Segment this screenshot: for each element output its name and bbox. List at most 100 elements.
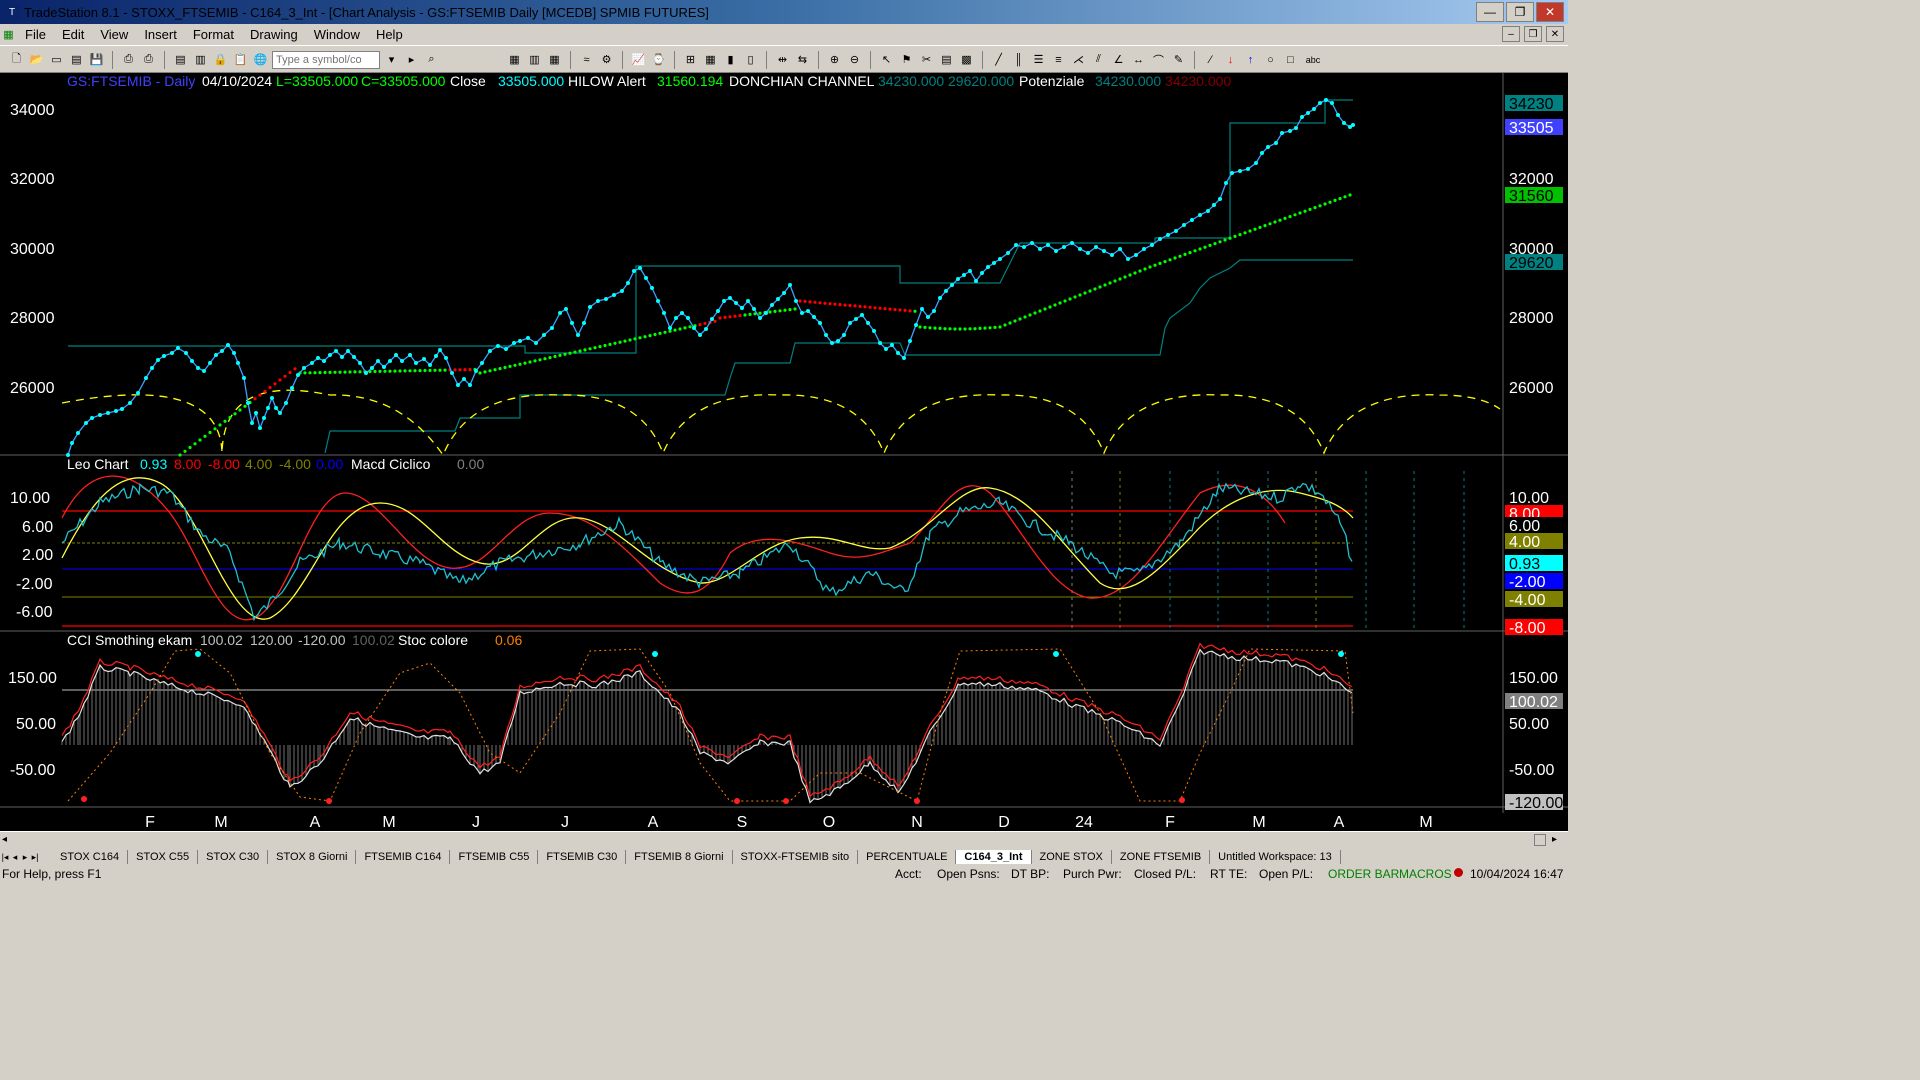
zoom-out-icon[interactable]: ⊖ — [849, 54, 860, 66]
price-point — [422, 357, 426, 361]
lock-icon[interactable]: 🔒 — [213, 54, 228, 66]
status-order-bar[interactable]: ORDER BAR — [1328, 867, 1400, 881]
ellipse-icon[interactable]: ○ — [1267, 53, 1274, 66]
cci-badge: -50.00 — [1505, 761, 1563, 779]
workspace-icon[interactable]: ▤ — [71, 54, 82, 66]
tab-next-icon[interactable]: ▸ — [22, 851, 28, 862]
tab-percentuale[interactable]: PERCENTUALE — [858, 850, 957, 864]
arrow-lines-icon[interactable]: ↔ — [1133, 53, 1144, 66]
arrow-up-icon[interactable]: ↑ — [1247, 53, 1254, 66]
minimize-button[interactable]: — — [1476, 2, 1504, 22]
chart-canvas[interactable]: GS:FTSEMIB - Daily 04/10/2024 L=33505.00… — [0, 73, 1568, 831]
symbol-input[interactable] — [272, 50, 380, 69]
optionstation-icon[interactable]: ▯ — [747, 54, 754, 66]
tab-ftsemib-c55[interactable]: FTSEMIB C55 — [450, 850, 539, 864]
tab-stox-c164[interactable]: STOX C164 — [52, 850, 129, 864]
tab-stox-c55[interactable]: STOX C55 — [128, 850, 199, 864]
save-icon[interactable]: 💾 — [89, 54, 104, 66]
zoom-in-icon[interactable]: ⊕ — [829, 54, 840, 66]
menu-insert[interactable]: Insert — [144, 27, 177, 42]
bar-spacing-icon[interactable]: ⇹ — [777, 54, 788, 66]
tab-last-icon[interactable]: ▸| — [31, 851, 39, 862]
menu-file[interactable]: File — [25, 27, 46, 42]
chart-area[interactable]: GS:FTSEMIB - Daily 04/10/2024 L=33505.00… — [0, 73, 1568, 831]
menu-help[interactable]: Help — [375, 27, 403, 42]
horizontal-scrollbar[interactable]: ◂ ▸ — [0, 831, 1568, 849]
chart-window-icon[interactable]: ▦ — [3, 29, 14, 41]
pencil-icon[interactable]: ✎ — [1173, 54, 1184, 66]
tab-zone-stox[interactable]: ZONE STOX — [1032, 850, 1112, 864]
symbol-lookup-icon[interactable]: ⌕ — [428, 53, 435, 65]
arc-icon[interactable]: ⌒ — [1153, 54, 1164, 67]
channel-icon[interactable]: ⫽ — [1096, 53, 1101, 65]
tab-ftsemib-8-giorni[interactable]: FTSEMIB 8 Giorni — [626, 850, 733, 864]
menu-drawing[interactable]: Drawing — [250, 27, 298, 42]
open-folder-icon[interactable]: 📂 — [29, 54, 44, 66]
vertical-lines-icon[interactable]: ║ — [1014, 53, 1023, 66]
tools-icon[interactable]: ✂ — [921, 54, 932, 66]
chart-analysis-icon[interactable]: 📈 — [631, 54, 646, 66]
tab-zone-ftsemib[interactable]: ZONE FTSEMIB — [1112, 850, 1211, 864]
scroll-left-arrow-icon[interactable]: ◂ — [2, 834, 8, 845]
format-icon[interactable]: ▤ — [175, 54, 186, 66]
scroll-thumb[interactable] — [1534, 834, 1546, 846]
text-tool-icon[interactable]: abc — [1305, 54, 1321, 65]
format-window-icon[interactable]: ▥ — [195, 54, 206, 66]
tab-stox-8-giorni[interactable]: STOX 8 Giorni — [268, 850, 357, 864]
child-restore-button[interactable]: ❐ — [1524, 26, 1542, 42]
child-minimize-button[interactable]: – — [1502, 26, 1520, 42]
menu-format[interactable]: Format — [192, 27, 234, 42]
settings-icon[interactable]: ▩ — [961, 54, 972, 66]
arrow-down-icon[interactable]: ↓ — [1227, 53, 1234, 66]
hilow-dot — [1163, 260, 1167, 264]
gann-fan-icon[interactable]: ⋌ — [1073, 54, 1084, 66]
print-icon[interactable]: ⎙ — [124, 53, 133, 65]
menu-window[interactable]: Window — [313, 27, 360, 42]
rectangle-icon[interactable]: □ — [1287, 53, 1294, 66]
maximize-button[interactable]: ❐ — [1506, 2, 1534, 22]
scanner-icon[interactable]: ⌚ — [651, 54, 666, 66]
strategy-icon[interactable]: ⚙ — [601, 54, 612, 66]
menu-edit[interactable]: Edit — [61, 27, 85, 42]
cci-axis-minus50: -50.00 — [10, 762, 55, 779]
pointer-icon[interactable]: ↖ — [881, 54, 892, 66]
menu-view[interactable]: View — [100, 27, 129, 42]
tab-ftsemib-c164[interactable]: FTSEMIB C164 — [356, 850, 451, 864]
tradebar-icon[interactable]: ▮ — [727, 54, 734, 66]
hilow-dot — [1328, 200, 1332, 204]
close-button[interactable]: ✕ — [1536, 2, 1564, 22]
bar-style-icon[interactable]: ▥ — [529, 54, 540, 66]
speed-lines-icon[interactable]: ∠ — [1113, 54, 1124, 66]
play-arrow-icon[interactable]: ▸ — [408, 54, 415, 66]
chart-trading-icon[interactable]: ⚑ — [901, 54, 912, 66]
tab-ftsemib-c30[interactable]: FTSEMIB C30 — [538, 850, 627, 864]
dropdown-arrow-icon[interactable]: ▾ — [388, 54, 395, 66]
trendline-icon[interactable]: ╱ — [995, 54, 1002, 66]
radar-icon[interactable]: ⊞ — [685, 54, 696, 66]
child-close-button[interactable]: ✕ — [1546, 26, 1564, 42]
time-axis-label: M — [1252, 814, 1265, 831]
tab-first-icon[interactable]: |◂ — [1, 851, 9, 862]
data-window-icon[interactable]: ▤ — [941, 54, 952, 66]
new-file-icon[interactable]: 🗋 — [12, 53, 21, 65]
matrix-icon[interactable]: ▦ — [705, 54, 716, 66]
fibonacci-icon[interactable]: ≡ — [1055, 53, 1062, 66]
tab-untitled-workspace[interactable]: Untitled Workspace: 13 — [1210, 850, 1341, 864]
status-macros[interactable]: MACROS — [1399, 867, 1452, 881]
scroll-right-arrow-icon[interactable]: ▸ — [1552, 834, 1558, 845]
indicator-icon[interactable]: ≈ — [583, 53, 590, 66]
new-window-icon[interactable]: ▭ — [51, 54, 62, 66]
grid-icon[interactable]: ▦ — [549, 54, 560, 66]
chart-style-icon[interactable]: ▦ — [509, 54, 520, 66]
freehand-icon[interactable]: ∕ — [1209, 53, 1212, 66]
tab-prev-icon[interactable]: ◂ — [12, 851, 18, 862]
hilow-dot — [1308, 207, 1312, 211]
tab-stox-c30[interactable]: STOX C30 — [198, 850, 269, 864]
horizontal-lines-icon[interactable]: ☰ — [1033, 54, 1044, 66]
clipboard-icon[interactable]: 📋 — [233, 54, 248, 66]
scroll-icon[interactable]: ⇆ — [797, 54, 808, 66]
tab-stoxx-ftsemib-sito[interactable]: STOXX-FTSEMIB sito — [733, 850, 859, 864]
tab-c164-3-int[interactable]: C164_3_Int — [956, 850, 1032, 864]
globe-icon[interactable]: 🌐 — [253, 54, 268, 66]
print-preview-icon[interactable]: ⎙ — [144, 53, 153, 65]
